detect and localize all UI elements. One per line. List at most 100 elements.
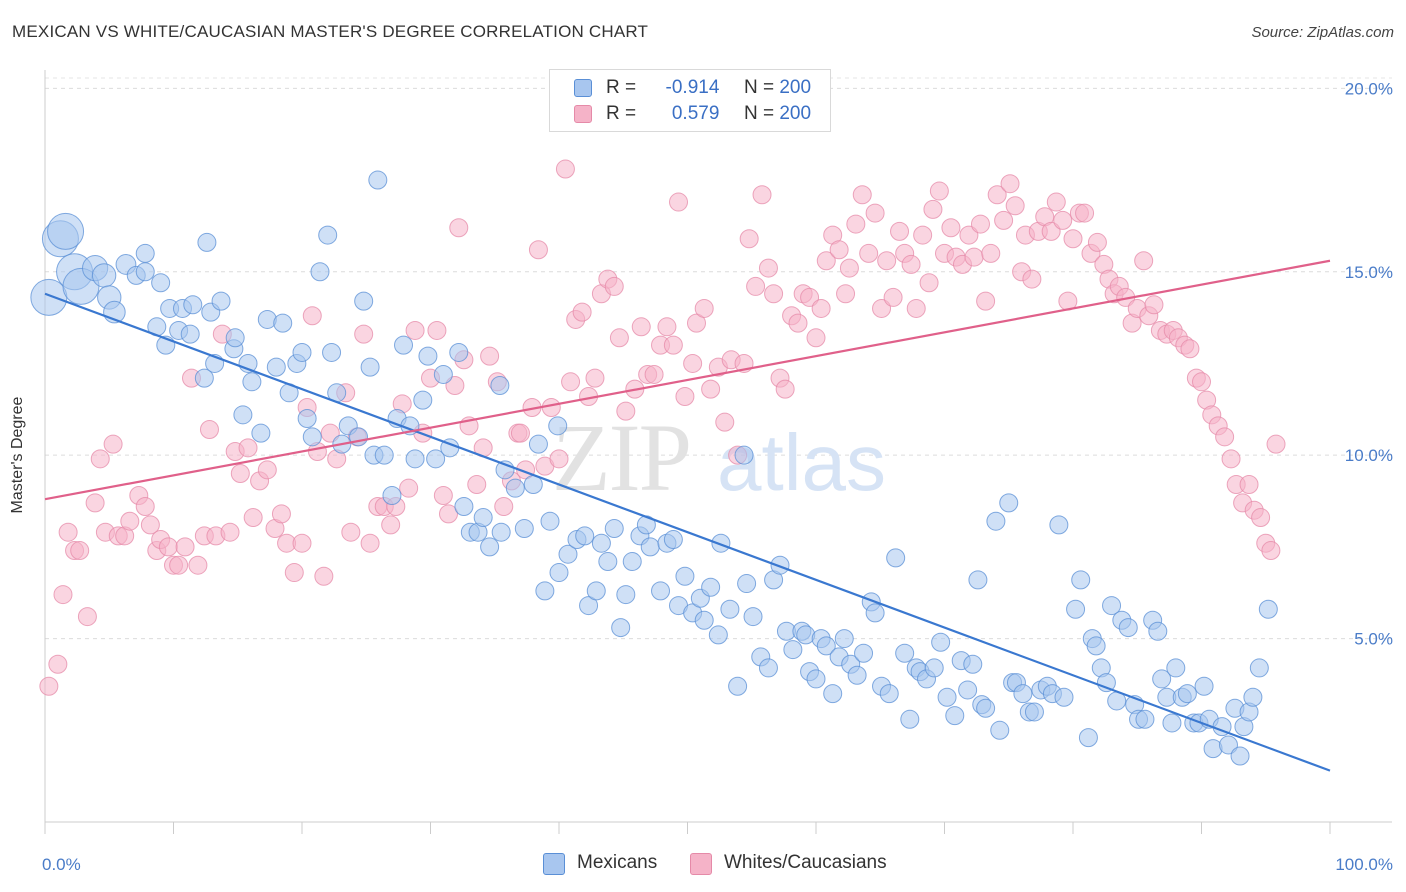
whites-point xyxy=(77,607,97,627)
mexicans-point xyxy=(302,427,322,447)
whites-point xyxy=(302,306,322,326)
whites-point xyxy=(1087,232,1107,252)
whites-point xyxy=(292,533,312,553)
whites-point xyxy=(788,313,808,333)
whites-point xyxy=(1005,196,1025,216)
whites-point xyxy=(758,258,778,278)
y-tick-label: 15.0% xyxy=(1345,263,1393,282)
legend-r-value: 0.579 xyxy=(671,103,720,124)
mexicans-point xyxy=(297,408,317,428)
mexicans-point xyxy=(734,445,754,465)
whites-point xyxy=(1075,203,1095,223)
axes xyxy=(44,70,1392,834)
whites-point xyxy=(746,276,766,296)
legend-label-mexicans: Mexicans xyxy=(577,852,658,873)
whites-point xyxy=(341,522,361,542)
whites-point xyxy=(169,555,189,575)
whites-point xyxy=(616,401,636,421)
whites-point xyxy=(859,243,879,263)
whites-point xyxy=(220,522,240,542)
whites-point xyxy=(872,298,892,318)
whites-point xyxy=(836,284,856,304)
mexicans-point xyxy=(535,581,555,601)
mexicans-point xyxy=(266,357,286,377)
whites-point xyxy=(360,533,380,553)
mexicans-point xyxy=(1230,746,1250,766)
whites-point xyxy=(906,298,926,318)
mexicans-point xyxy=(197,232,217,252)
mexicans-point xyxy=(598,552,618,572)
mexicans-point xyxy=(1249,658,1269,678)
mexicans-point xyxy=(1148,621,1168,641)
mexicans-point xyxy=(374,445,394,465)
whites-point xyxy=(829,240,849,260)
mexicans-point xyxy=(480,537,500,557)
mexicans-point xyxy=(1162,713,1182,733)
mexicans-point xyxy=(783,640,803,660)
mexicans-point xyxy=(604,519,624,539)
mexicans-point xyxy=(1024,702,1044,722)
whites-point xyxy=(657,317,677,337)
mexicans-point xyxy=(1152,669,1172,689)
whites-point xyxy=(510,423,530,443)
mexicans-point xyxy=(701,577,721,597)
whites-point xyxy=(140,515,160,535)
correlation-legend: R = -0.914 N = 200 R = 0.579 N = 200 xyxy=(549,69,831,132)
mexicans-point xyxy=(1243,687,1263,707)
whites-point xyxy=(715,412,735,432)
mexicans-point xyxy=(151,273,171,293)
mexicans-point xyxy=(368,170,388,190)
whites-trend-line xyxy=(44,259,1331,501)
mexicans-point xyxy=(273,313,293,333)
whites-point xyxy=(90,449,110,469)
whites-point xyxy=(528,240,548,260)
mexicans-point xyxy=(322,342,342,362)
whites-point xyxy=(480,346,500,366)
whites-point xyxy=(58,522,78,542)
whites-point xyxy=(257,460,277,480)
legend-n-label: N = xyxy=(743,77,775,98)
mexicans-point xyxy=(694,610,714,630)
whites-point xyxy=(1215,427,1235,447)
series-whites-points xyxy=(39,159,1286,696)
whites-point xyxy=(959,225,979,245)
mexicans-point xyxy=(1218,735,1238,755)
whites-point xyxy=(561,372,581,392)
mexicans-point xyxy=(405,449,425,469)
whites-point xyxy=(1144,295,1164,315)
y-tick-label: 20.0% xyxy=(1345,79,1393,98)
whites-point xyxy=(284,563,304,583)
source-label: Source: ZipAtlas.com xyxy=(1251,24,1394,41)
mexicans-point xyxy=(616,585,636,605)
mexicans-point xyxy=(1013,684,1033,704)
whites-point xyxy=(1266,434,1286,454)
mexicans-point xyxy=(720,599,740,619)
whites-point xyxy=(381,515,401,535)
mexicans-point xyxy=(233,405,253,425)
mexicans-point xyxy=(310,262,330,282)
mexicans-point xyxy=(931,632,951,652)
mexicans-point xyxy=(1049,515,1069,535)
whites-point xyxy=(631,317,651,337)
whites-point xyxy=(405,320,425,340)
whites-point xyxy=(70,541,90,561)
whites-point xyxy=(1180,339,1200,359)
legend-n-label: N = xyxy=(743,103,775,124)
mexicans-point xyxy=(758,658,778,678)
whites-point xyxy=(1192,372,1211,392)
mexicans-point xyxy=(1086,636,1106,656)
whites-point xyxy=(877,251,897,271)
mexicans-point xyxy=(575,526,595,546)
mexicans-point xyxy=(1177,684,1197,704)
whites-point xyxy=(438,504,458,524)
whites-point xyxy=(669,192,689,212)
mexicans-point xyxy=(1054,687,1074,707)
mexicans-point xyxy=(505,478,525,498)
whites-point xyxy=(604,276,624,296)
whites-point xyxy=(433,486,453,506)
whites-point xyxy=(752,185,772,205)
mexicans-point xyxy=(225,328,245,348)
whites-point xyxy=(941,218,961,238)
whites-point xyxy=(811,298,831,318)
mexicans-point xyxy=(823,684,843,704)
